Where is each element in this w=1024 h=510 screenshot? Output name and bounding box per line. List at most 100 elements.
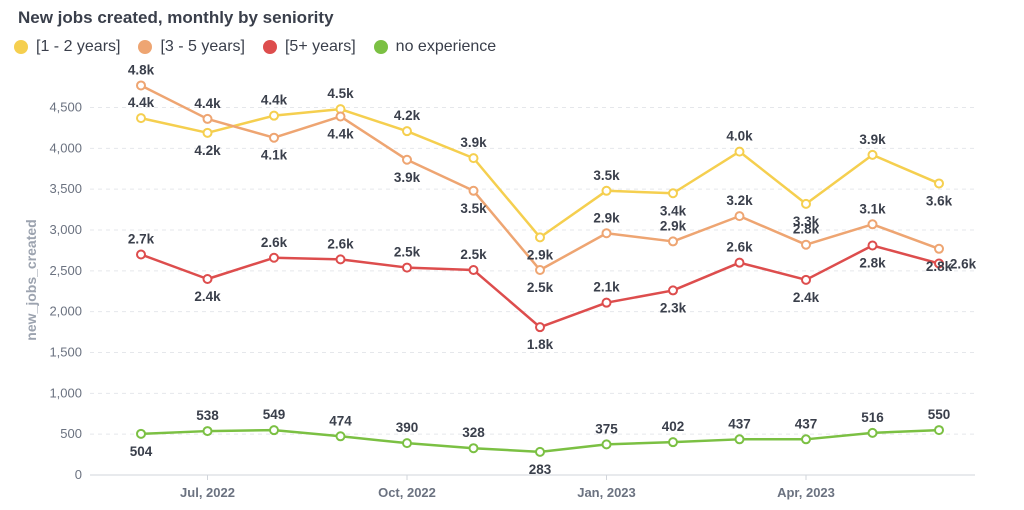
data-point (601, 185, 612, 196)
data-point (468, 185, 479, 196)
data-point (269, 132, 279, 143)
y-tick-label: 4,500 (49, 100, 82, 115)
data-label: 390 (396, 420, 419, 435)
data-point (535, 446, 545, 457)
data-label: 4.4k (261, 93, 288, 108)
y-tick-label: 2,000 (49, 304, 82, 319)
data-point (269, 425, 279, 436)
data-label: 3.9k (394, 170, 421, 185)
data-label: 4.8k (128, 62, 155, 77)
data-label: 4.2k (194, 143, 221, 158)
data-point (867, 427, 878, 438)
data-point (668, 188, 678, 199)
legend-item-5-plus-years[interactable]: [5+ years] (262, 38, 356, 56)
data-label: 402 (662, 419, 685, 434)
legend-dot-icon (14, 40, 28, 54)
data-label: 3.4k (660, 203, 687, 218)
data-label: 2.4k (194, 289, 221, 304)
data-label: 2.3k (660, 300, 687, 315)
data-label: 3.1k (859, 201, 886, 216)
data-label: 4.2k (394, 108, 421, 123)
legend-item-3-5-years[interactable]: [3 - 5 years] (138, 38, 245, 56)
x-tick-label: Jan, 2023 (577, 485, 636, 500)
data-point (801, 274, 811, 285)
data-point (535, 232, 545, 243)
data-label: 437 (795, 416, 818, 431)
data-point (867, 149, 878, 160)
y-tick-label: 3,500 (49, 181, 82, 196)
legend-label: no experience (395, 38, 497, 55)
data-point (402, 262, 412, 273)
data-label: 2.6k (950, 256, 977, 271)
data-point (269, 110, 279, 121)
data-label: 3.9k (859, 132, 886, 147)
data-label: 2.9k (660, 218, 687, 233)
x-tick-label: Oct, 2022 (378, 485, 436, 500)
data-label: 2.1k (593, 280, 620, 295)
data-point (734, 211, 745, 222)
data-point (136, 113, 146, 124)
data-label: 538 (196, 408, 219, 423)
legend-item-no-experience[interactable]: no experience (373, 38, 497, 56)
data-point (468, 443, 479, 454)
data-point (202, 127, 213, 138)
data-label: 3.2k (726, 193, 753, 208)
legend-dot-icon (138, 40, 153, 54)
data-label: 375 (595, 421, 618, 436)
data-point (335, 111, 346, 122)
data-point (801, 239, 811, 250)
series-line-0 (140, 107, 940, 239)
legend-label: [1 - 2 years] (36, 38, 121, 55)
data-point (136, 249, 146, 260)
data-point (136, 428, 146, 439)
legend-label: [5+ years] (284, 38, 356, 55)
chart-title: New jobs created, monthly by seniority (18, 8, 334, 27)
data-point (734, 257, 745, 268)
legend-dot-icon (262, 40, 277, 54)
legend-item-1-2-years[interactable]: [1 - 2 years] (14, 38, 120, 56)
data-point (801, 198, 811, 209)
data-label: 2.5k (460, 247, 487, 262)
data-label: 3.6k (926, 193, 953, 208)
data-point (801, 434, 811, 445)
data-label: 2.8k (926, 259, 953, 274)
data-label: 2.9k (527, 247, 554, 262)
data-label: 328 (462, 425, 485, 440)
data-label: 283 (529, 462, 552, 477)
data-label: 2.8k (793, 222, 820, 237)
data-point (668, 285, 678, 296)
data-label: 2.9k (593, 210, 620, 225)
y-tick-label: 2,500 (49, 263, 82, 278)
data-point (601, 228, 612, 239)
data-point (202, 274, 213, 284)
legend-label: [3 - 5 years] (160, 38, 245, 55)
data-label: 3.5k (460, 201, 487, 216)
data-point (934, 258, 944, 269)
data-point (202, 113, 213, 124)
chart-legend: [1 - 2 years] [3 - 5 years] [5+ years] n… (14, 38, 496, 56)
data-point (468, 265, 479, 276)
data-label: 2.6k (261, 235, 288, 250)
data-point (867, 219, 878, 230)
data-label: 1.8k (527, 337, 554, 352)
data-point (269, 252, 279, 263)
data-label: 2.6k (726, 240, 753, 255)
data-point (335, 254, 346, 265)
y-tick-label: 4,000 (49, 140, 82, 155)
data-point (734, 434, 745, 445)
data-label: 549 (263, 407, 286, 422)
data-point (601, 297, 612, 308)
data-label: 4.4k (128, 95, 155, 110)
data-label: 2.5k (394, 245, 421, 260)
data-label: 2.7k (128, 232, 155, 247)
data-point (535, 265, 545, 276)
y-tick-label: 500 (60, 426, 82, 441)
data-label: 516 (861, 410, 884, 425)
data-point (601, 439, 612, 450)
x-tick-label: Apr, 2023 (777, 485, 835, 500)
data-label: 3.3k (793, 214, 820, 229)
y-axis-label: new_jobs_created (23, 219, 39, 340)
data-point (934, 425, 944, 436)
data-label: 504 (130, 444, 153, 459)
